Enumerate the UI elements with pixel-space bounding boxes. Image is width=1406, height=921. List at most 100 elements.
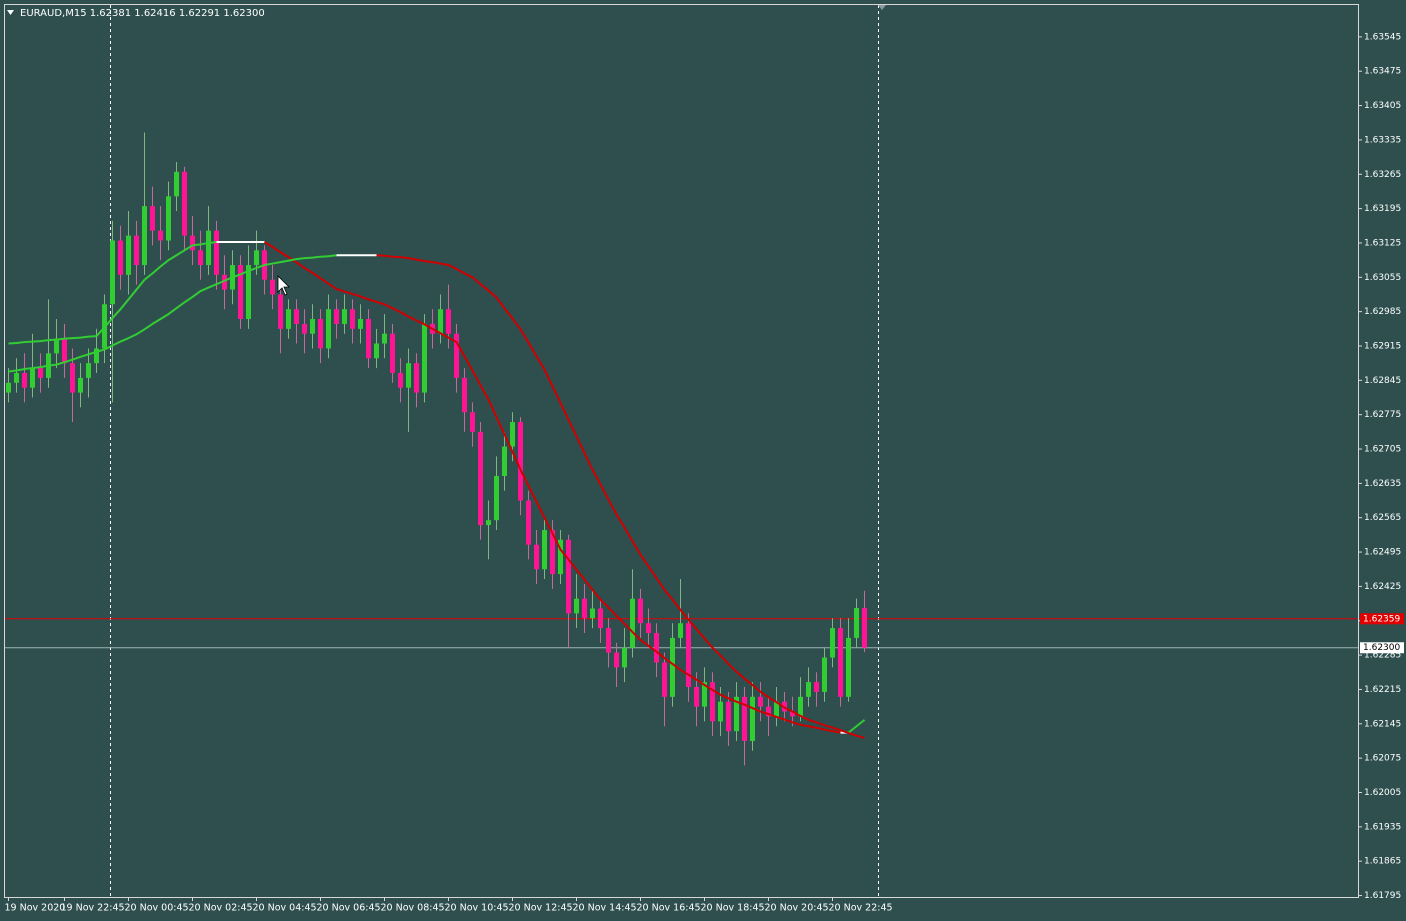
candle-body [350,309,355,329]
candle-body [142,206,147,266]
y-tick-label: 1.62565 [1364,513,1401,523]
candle-body [246,265,251,320]
candle-body [598,608,603,629]
x-tick-label: 20 Nov 04:45 [253,903,317,914]
candle-body [718,701,723,722]
candle-body [270,279,275,295]
candle-body [766,706,771,717]
y-tick-label: 1.62495 [1364,548,1401,558]
candle-body [566,539,571,614]
y-tick-label: 1.63335 [1364,135,1401,145]
candle-body [174,171,179,197]
candle-body [710,682,715,722]
candle-body [678,623,683,638]
candle-body [422,323,427,393]
candle-body [198,250,203,266]
candle-body [830,628,835,658]
candle-body [606,628,611,653]
x-tick-label: 20 Nov 20:45 [765,903,829,914]
x-tick-label: 20 Nov 02:45 [189,903,253,914]
candle-body [22,372,27,388]
candle-body [774,701,779,717]
candle-body [494,476,499,521]
y-tick-label: 1.62215 [1364,685,1401,695]
candle-body [646,623,651,634]
candle-body [734,696,739,732]
candle-body [558,539,563,575]
x-tick-label: 20 Nov 08:45 [381,903,445,914]
candle-body [638,598,643,624]
candle-body [182,171,187,236]
candle-body [398,372,403,388]
candle-body [166,196,171,241]
plot-layer: 1.63545 1.63475 1.63405 1.63335 1.63265 1.631… [5,32,1404,914]
candle-body [254,250,259,266]
candle-body [630,598,635,648]
y-tick-label: 1.63055 [1364,273,1401,283]
candle-body [342,309,347,324]
candle-body [470,412,475,432]
plot-border [4,4,1359,898]
x-tick-label: 19 Nov 2020 [5,903,66,914]
y-tick-label: 1.63125 [1364,238,1401,248]
candle-body [758,696,763,707]
candle-body [806,682,811,697]
candle-body [478,431,483,526]
price-label-box [1360,642,1404,654]
candle-body [94,348,99,364]
y-tick-label: 1.62705 [1364,445,1401,455]
candle-body [62,338,67,364]
candle-body [310,319,315,334]
candle-body [526,500,531,545]
shift-marker [878,5,886,10]
y-tick-label: 1.63475 [1364,67,1401,77]
x-tick-label: 20 Nov 22:45 [829,903,893,914]
candle-body [374,343,379,359]
candle-body [134,235,139,266]
candle-body [110,240,115,305]
header-arrow [7,10,14,15]
candle-body [662,662,667,697]
candle-body [150,206,155,231]
y-tick-label: 1.62285 [1364,651,1401,661]
candle-body [214,230,219,275]
candle-body [454,333,459,378]
y-tick-label: 1.63265 [1364,170,1401,180]
candle-body [438,309,443,334]
moving-average [376,254,865,739]
candle-body [70,363,75,393]
price-label: 1.62300 [1363,643,1400,653]
x-tick-label: 20 Nov 06:45 [317,903,381,914]
candle-body [446,309,451,334]
candle-body [622,647,627,668]
y-tick-label: 1.63545 [1364,32,1401,42]
candle-body [814,682,819,692]
candle-body [798,696,803,717]
candle-body [78,377,83,393]
candle-body [854,608,859,638]
x-tick-label: 20 Nov 12:45 [509,903,573,914]
candle-body [334,309,339,324]
candle-body [486,520,491,526]
y-tick-label: 1.62425 [1364,582,1401,592]
candle-body [286,309,291,329]
candle-body [502,446,507,477]
candle-body [126,235,131,275]
price-label-box [1360,613,1404,625]
candle-body [550,529,555,575]
y-tick-label: 1.61795 [1364,891,1401,901]
candle-body [534,544,539,570]
candle-body [38,368,43,378]
moving-average [8,240,217,345]
candle-body [574,598,579,614]
candle-body [670,637,675,697]
candle-body [318,319,323,349]
candle-body [14,372,19,383]
y-tick-label: 1.61865 [1364,857,1401,867]
candle-body [686,623,691,687]
candle-body [390,333,395,373]
candle-body [238,265,243,320]
candle-body [654,633,659,663]
